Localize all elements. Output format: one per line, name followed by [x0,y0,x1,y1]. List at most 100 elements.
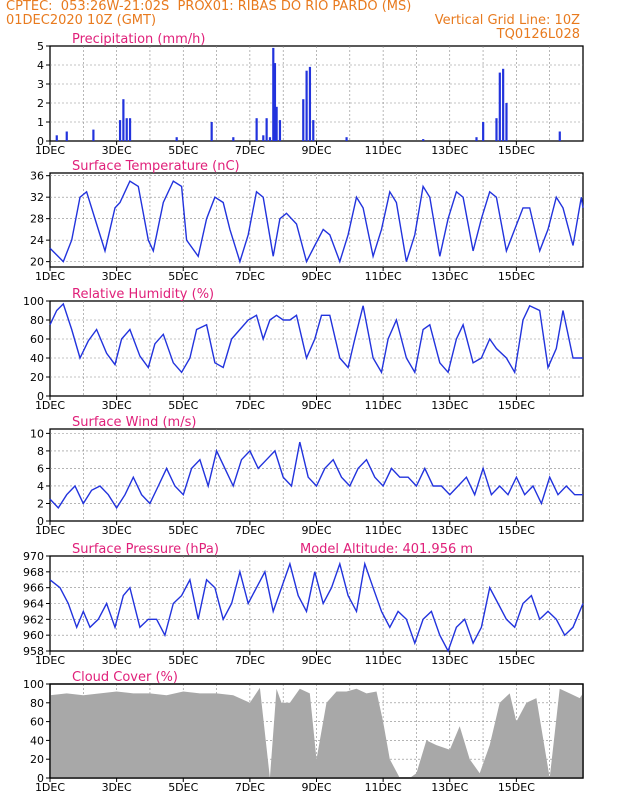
cloud-xtick-label: 15DEC [498,781,535,794]
precip-bar [505,103,508,141]
precip-xtick-label: 9DEC [301,144,331,157]
wind-xtick-label: 11DEC [365,524,402,537]
cloud-ytick-label: 40 [30,734,44,747]
cloud-ytick-label: 60 [30,716,44,729]
precip-bar [498,72,501,141]
wind-xtick-label: 15DEC [498,524,535,537]
pressure-ytick-label: 960 [23,629,44,642]
temp-series-line [49,180,584,264]
pressure-series-line [49,561,584,653]
precip-bar [118,120,122,141]
temp-xtick-label: 5DEC [168,270,198,283]
wind-xtick-label: 1DEC [35,524,65,537]
pressure-xtick-label: 3DEC [102,654,132,667]
rh-series-line [49,302,583,375]
rh-ytick-label: 60 [30,333,44,346]
temp-xtick-label: 3DEC [102,270,132,283]
cloud-xtick-label: 1DEC [35,781,65,794]
pressure-ytick-label: 958 [23,645,44,658]
precip-bar [128,118,132,141]
precip-bar [210,122,213,141]
pressure-xtick-label: 11DEC [365,654,402,667]
precip-bar [302,99,305,141]
pressure-ytick-label: 962 [23,613,44,626]
pressure-ytick-label: 966 [23,582,44,595]
cloud-xtick-label: 7DEC [235,781,265,794]
precip-bar [422,139,425,141]
wind-series-line [49,441,583,510]
precip-bar [232,137,235,141]
cloud-ytick-label: 0 [37,772,44,785]
precip-bar [475,137,478,141]
temp-xtick-label: 13DEC [431,270,468,283]
rh-xtick-label: 9DEC [301,399,331,412]
precip-xtick-label: 1DEC [35,144,65,157]
rh-ytick-label: 100 [23,295,44,308]
cloud-xtick-label: 3DEC [102,781,132,794]
cloud-ytick-label: 80 [30,697,44,710]
rh-xtick-label: 1DEC [35,399,65,412]
precip-bar [275,106,278,141]
cloud-title: Cloud Cover (%) [72,670,178,685]
temp-xtick-label: 11DEC [365,270,402,283]
rh-ytick-label: 80 [30,314,44,327]
vertical-grid-label: Vertical Grid Line: 10Z [434,13,580,28]
pressure-panel [46,555,584,655]
cloud-xtick-label: 11DEC [365,781,402,794]
wind-ytick-label: 0 [37,515,44,528]
precip-xtick-label: 11DEC [365,144,402,157]
precip-bar [272,47,275,141]
cloud-xtick-label: 5DEC [168,781,198,794]
precip-bar [278,120,282,141]
pressure-xtick-label: 15DEC [498,654,535,667]
cloud-panel [46,683,584,782]
rh-xtick-label: 15DEC [498,399,535,412]
rh-xtick-label: 7DEC [235,399,265,412]
temp-xtick-label: 9DEC [301,270,331,283]
pressure-xtick-label: 1DEC [35,654,65,667]
temp-ytick-label: 28 [30,213,44,226]
cloud-area [50,687,583,778]
pressure-ytick-label: 964 [23,598,44,611]
rh-title: Relative Humidity (%) [72,287,214,302]
pressure-annotation: Model Altitude: 401.956 m [300,542,473,557]
precip-bar [273,63,277,141]
rh-xtick-label: 13DEC [431,399,468,412]
precip-bar [125,118,128,141]
wind-xtick-label: 3DEC [102,524,132,537]
wind-xtick-label: 7DEC [235,524,265,537]
precip-ytick-label: 1 [37,116,44,129]
rh-xtick-label: 3DEC [102,399,132,412]
wind-ytick-label: 6 [37,462,44,475]
wind-xtick-label: 5DEC [168,524,198,537]
precip-ytick-label: 0 [37,135,44,148]
wind-title: Surface Wind (m/s) [72,415,196,430]
precip-bar [268,137,272,141]
precip-bar [502,68,505,141]
precip-xtick-label: 3DEC [102,144,132,157]
cloud-ytick-label: 20 [30,753,44,766]
temp-xtick-label: 15DEC [498,270,535,283]
precip-bar [92,129,95,141]
wind-xtick-label: 9DEC [301,524,331,537]
precip-bar [558,131,561,141]
run-time-label: 01DEC2020 10Z (GMT) [6,13,157,28]
precip-xtick-label: 13DEC [431,144,468,157]
precip-panel [46,45,584,145]
precip-bar [122,99,125,141]
pressure-ytick-label: 968 [23,566,44,579]
precip-bar [482,122,485,141]
precip-xtick-label: 15DEC [498,144,535,157]
rh-ytick-label: 0 [37,390,44,403]
temp-ytick-label: 20 [30,256,44,269]
temp-ytick-label: 36 [30,170,44,183]
wind-ytick-label: 4 [37,480,44,493]
pressure-ytick-label: 970 [23,550,44,563]
precip-bar [55,135,58,141]
cloud-xtick-label: 9DEC [301,781,331,794]
precip-bar [312,120,315,141]
cloud-frame-top [49,683,584,779]
precip-title: Precipitation (mm/h) [72,32,205,47]
pressure-xtick-label: 5DEC [168,654,198,667]
wind-panel [46,428,584,525]
